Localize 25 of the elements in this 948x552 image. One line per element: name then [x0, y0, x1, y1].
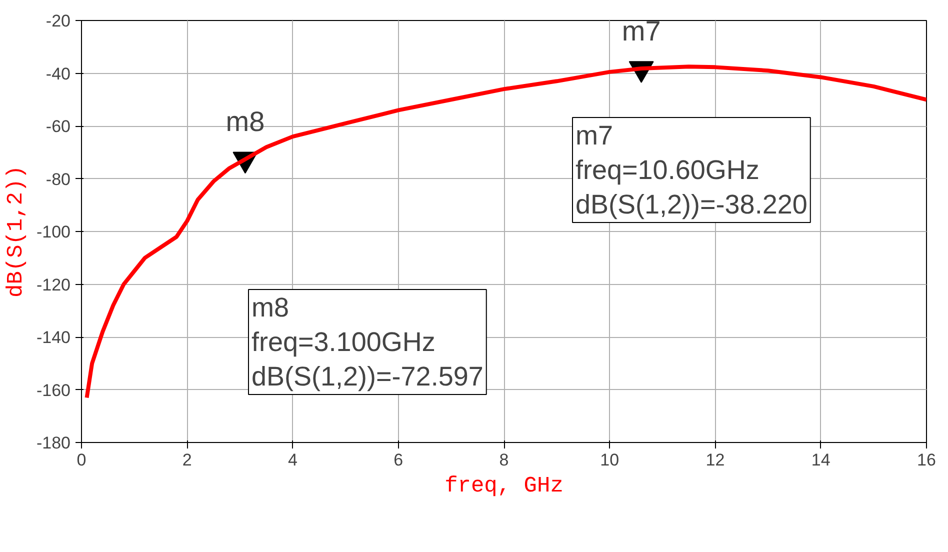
y-tick-label: -140: [36, 328, 71, 347]
y-tick-label: -100: [36, 222, 71, 242]
y-tick-label: -180: [36, 434, 71, 452]
x-tick-label: 10: [600, 450, 620, 470]
y-tick-label: -40: [46, 64, 71, 84]
y-tick-label: -120: [36, 275, 71, 294]
x-tick-label: 8: [499, 450, 509, 470]
annotation: m8 freq=3.100GHz dB(S(1,2))=-72.597: [252, 292, 484, 392]
x-tick-label: 14: [811, 450, 830, 470]
x-tick-label: 0: [76, 450, 86, 470]
x-tick-label: 6: [394, 450, 404, 470]
x-tick-label: 12: [706, 450, 725, 470]
y-tick-label: -160: [36, 380, 71, 400]
x-axis-title: freq, GHz: [444, 474, 564, 498]
y-tick-label: -80: [46, 170, 71, 189]
x-tick-label: 16: [917, 450, 936, 470]
annotation: m8: [226, 106, 265, 138]
y-tick-label: -60: [46, 117, 71, 136]
annotation: m7 freq=10.60GHz dB(S(1,2))=-38.220: [576, 120, 808, 220]
line-series: [84, 64, 926, 400]
y-axis-title: dB(S(1,2)): [3, 165, 28, 298]
x-tick-label: 4: [288, 450, 298, 470]
y-tick-label: -20: [46, 12, 71, 30]
x-tick-label: 2: [182, 450, 192, 470]
annotation: m7: [622, 16, 661, 47]
